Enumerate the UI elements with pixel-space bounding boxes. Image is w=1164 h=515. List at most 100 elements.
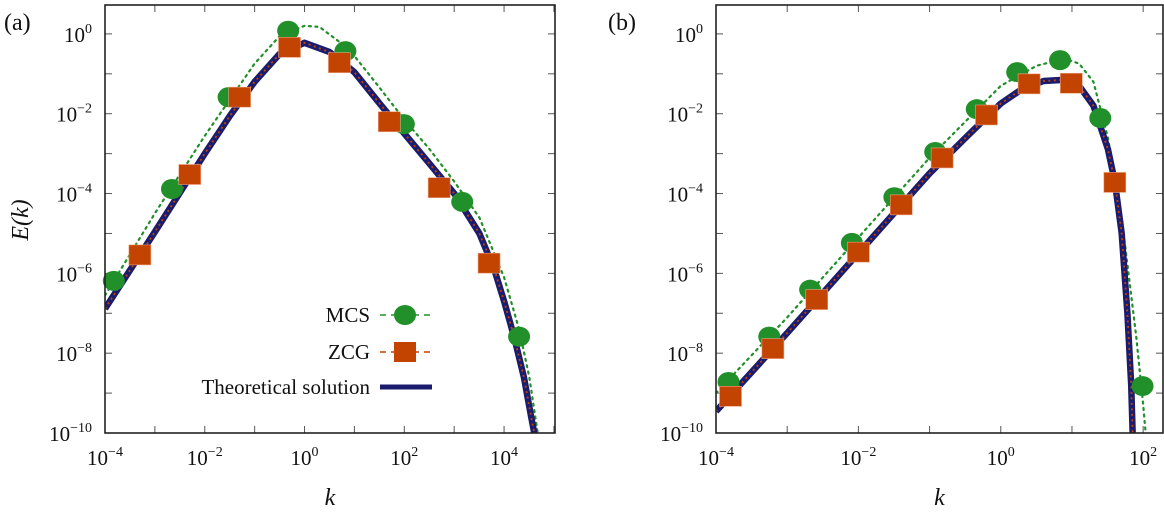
mcs-point (1131, 376, 1154, 397)
x-tick-label: 104 (490, 445, 518, 470)
mcs-point (451, 191, 474, 212)
tick-base: 10 (390, 446, 411, 470)
zcg-point (477, 252, 501, 274)
zcg-point (1060, 72, 1083, 94)
y-tick-label: 10−6 (667, 261, 703, 286)
tick-base: 10 (56, 183, 77, 207)
tick-base: 10 (667, 183, 688, 207)
tick-exponent: 4 (511, 445, 518, 460)
x-axis-label: k (934, 485, 945, 511)
tick-exponent: −8 (688, 341, 703, 356)
tick-exponent: −10 (70, 421, 92, 436)
tick-exponent: −2 (861, 445, 876, 460)
tick-exponent: −4 (688, 182, 703, 197)
y-tick-label: 10−2 (667, 102, 703, 127)
zcg-point (1017, 73, 1041, 95)
legend-label-zcg: ZCG (328, 340, 370, 364)
tick-base: 10 (667, 262, 688, 286)
zcg-line (716, 78, 1134, 433)
tick-exponent: −2 (688, 102, 703, 117)
mcs-point (160, 178, 183, 199)
x-tick-label: 10−4 (87, 445, 123, 470)
legend-label-theory: Theoretical solution (201, 375, 370, 399)
tick-base: 10 (56, 262, 77, 286)
y-tick-label: 10−10 (49, 421, 92, 446)
y-tick-label: 10−8 (56, 341, 92, 366)
legend-label-mcs: MCS (326, 303, 370, 327)
y-tick-label: 10−6 (56, 261, 92, 286)
tick-exponent: −2 (77, 102, 92, 117)
panel-label: (b) (608, 10, 636, 36)
y-axis-label: E(k) (8, 199, 34, 241)
x-axis-label: k (325, 485, 336, 511)
tick-base: 10 (698, 446, 719, 470)
tick-base: 10 (56, 342, 77, 366)
y-tick-label: 10−8 (667, 341, 703, 366)
markers (102, 20, 531, 347)
x-tick-label: 10−4 (698, 445, 734, 470)
curves (716, 57, 1147, 433)
y-tick-label: 10−2 (56, 102, 92, 127)
zcg-point (228, 86, 251, 108)
tick-exponent: −6 (688, 261, 703, 276)
y-tick-label: 10−4 (667, 182, 703, 207)
mcs-line (716, 57, 1147, 433)
x-tick-label: 102 (390, 445, 418, 470)
mcs-point (277, 20, 300, 41)
panel-label: (a) (4, 10, 31, 36)
zcg-point (278, 37, 301, 58)
theoretical-solution-line (716, 76, 1136, 433)
x-tick-label: 102 (1129, 445, 1157, 470)
x-tick-label: 100 (987, 445, 1015, 470)
tick-base: 10 (987, 446, 1008, 470)
mcs-line (105, 24, 539, 433)
tick-base: 10 (667, 342, 688, 366)
tick-base: 10 (660, 422, 681, 446)
tick-base: 10 (64, 23, 85, 47)
zcg-point (1103, 172, 1127, 193)
tick-exponent: −4 (108, 445, 123, 460)
panel-b: 10−4 10−2 100 10210−1010−810−610−410−2100k(… (608, 4, 1164, 511)
tick-exponent: −6 (77, 261, 92, 276)
legend-mcs-marker (394, 305, 416, 325)
ticks (104, 5, 555, 434)
tick-exponent: 0 (696, 22, 703, 37)
zcg-point (128, 244, 152, 266)
tick-exponent: −10 (681, 421, 703, 436)
y-tick-label: 10−10 (660, 421, 703, 446)
tick-exponent: 0 (85, 22, 92, 37)
tick-base: 10 (667, 103, 688, 127)
tick-base: 10 (490, 446, 511, 470)
zcg-line (105, 41, 536, 433)
x-tick-label: 10−2 (187, 445, 223, 470)
tick-labels: 10−4 10−2 100 102 10410−1010−810−610−410−210… (49, 22, 518, 470)
tick-exponent: −8 (77, 341, 92, 356)
y-tick-label: 100 (64, 22, 92, 47)
zcg-point (377, 111, 401, 133)
x-tick-label: 10−2 (840, 445, 876, 470)
zcg-point (328, 52, 351, 73)
tick-base: 10 (49, 422, 70, 446)
zcg-point (427, 177, 451, 199)
zcg-point (761, 338, 785, 359)
tick-exponent: 0 (1008, 445, 1015, 460)
mcs-point (102, 270, 125, 291)
tick-exponent: 0 (312, 445, 319, 460)
tick-exponent: −2 (208, 445, 223, 460)
axes-frame (715, 4, 1164, 434)
tick-base: 10 (1129, 446, 1150, 470)
tick-base: 10 (87, 446, 108, 470)
panel-a: 10−4 10−2 100 102 10410−1010−810−610−410−210… (4, 4, 556, 511)
markers (717, 50, 1154, 407)
tick-base: 10 (291, 446, 312, 470)
zcg-point (719, 386, 742, 407)
tick-base: 10 (675, 23, 696, 47)
x-tick-label: 100 (291, 445, 319, 470)
legend-zcg-marker (394, 342, 416, 362)
mcs-point (508, 326, 531, 347)
zcg-point (178, 164, 202, 185)
y-tick-label: 10−4 (56, 182, 92, 207)
zcg-point (805, 289, 829, 310)
